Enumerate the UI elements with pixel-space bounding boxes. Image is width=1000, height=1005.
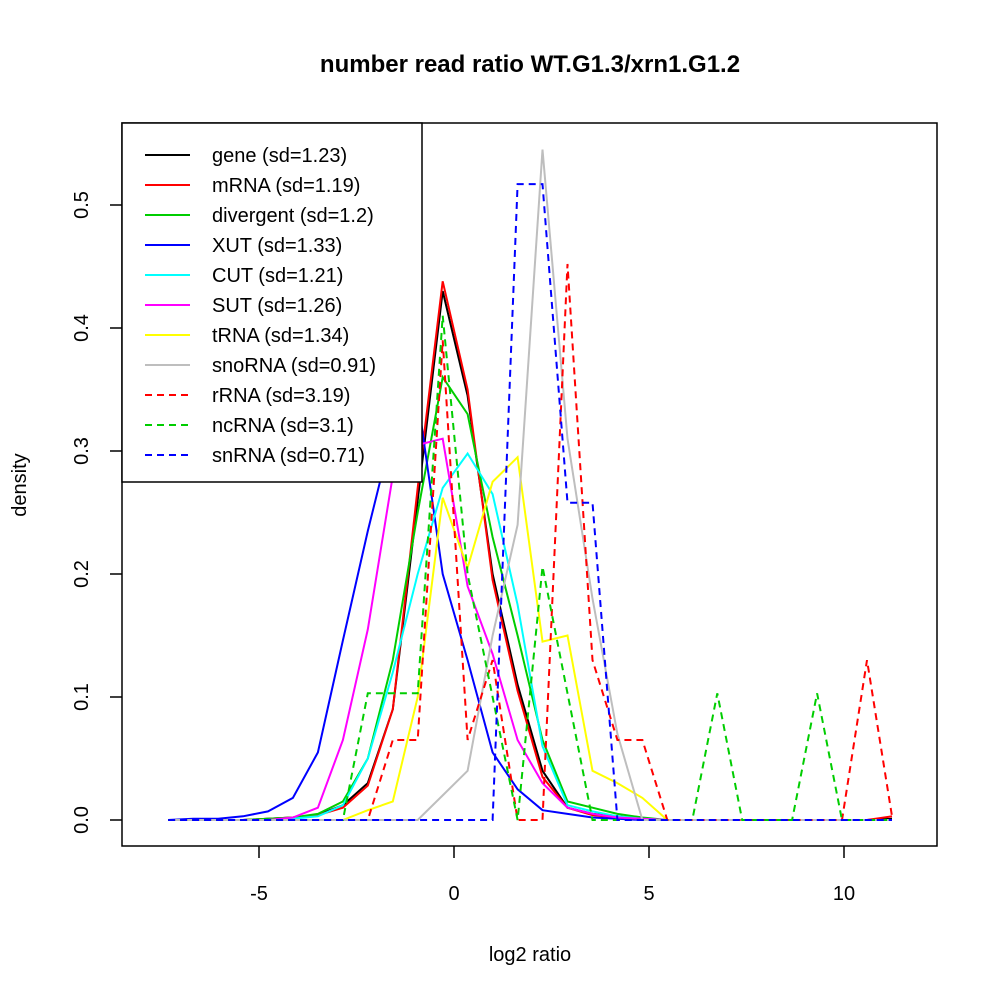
y-axis-label: density — [9, 453, 31, 516]
series-line-6 — [168, 455, 892, 821]
x-axis-label: log2 ratio — [489, 944, 571, 966]
y-tick-label: 0.0 — [71, 806, 93, 834]
legend-label: mRNA (sd=1.19) — [212, 175, 360, 197]
legend-label: XUT (sd=1.33) — [212, 235, 342, 257]
legend-label: SUT (sd=1.26) — [212, 295, 342, 317]
series-group — [168, 149, 893, 821]
legend-label: snoRNA (sd=0.91) — [212, 355, 376, 377]
x-tick-label: 10 — [833, 883, 855, 905]
x-tick-label: 5 — [643, 883, 654, 905]
legend-label: snRNA (sd=0.71) — [212, 445, 365, 467]
y-tick-label: 0.2 — [71, 560, 93, 588]
y-tick-label: 0.5 — [71, 191, 93, 219]
y-tick-label: 0.4 — [71, 314, 93, 342]
legend-label: ncRNA (sd=3.1) — [212, 415, 354, 437]
legend-label: rRNA (sd=3.19) — [212, 385, 350, 407]
x-tick-label: 0 — [448, 883, 459, 905]
series-line-5 — [168, 437, 892, 821]
legend-box — [121, 122, 423, 483]
legend-label: tRNA (sd=1.34) — [212, 325, 349, 347]
series-line-10 — [168, 183, 892, 821]
plot-frame — [121, 122, 938, 847]
legend: gene (sd=1.23) mRNA (sd=1.19) divergent (s… — [121, 122, 423, 483]
y-tick-label: 0.3 — [71, 437, 93, 465]
series-line-4 — [168, 451, 892, 821]
legend-label: gene (sd=1.23) — [212, 145, 347, 167]
x-tick-label: -5 — [250, 883, 268, 905]
chart-title: number read ratio WT.G1.3/xrn1.G1.2 — [320, 51, 740, 78]
axes: -5 0 5 10 0.0 0.1 0.2 0.3 0.4 0.5 — [71, 191, 855, 905]
y-tick-label: 0.1 — [71, 683, 93, 711]
legend-label: CUT (sd=1.21) — [212, 265, 343, 287]
legend-label: divergent (sd=1.2) — [212, 205, 374, 227]
